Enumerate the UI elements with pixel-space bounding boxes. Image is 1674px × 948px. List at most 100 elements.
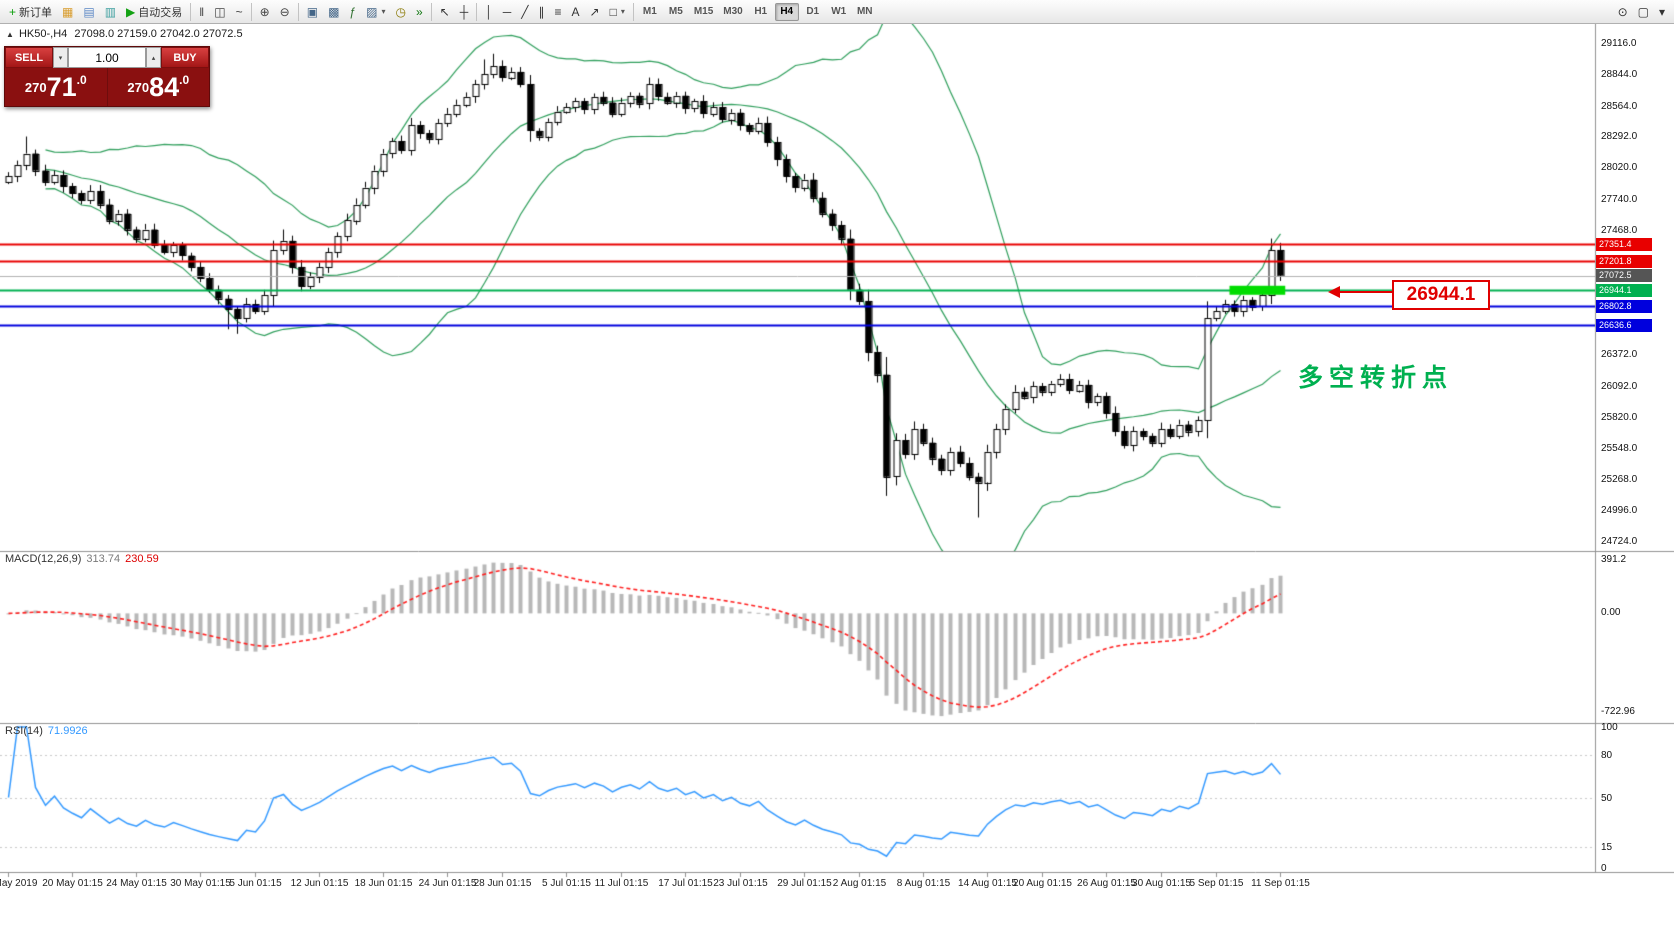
main-toolbar: + 新订单 ▦ ▤ ▥ ▶ 自动交易 ‖ ◫ ~ ⊕ ⊖ ▣ ▩ ƒ ▨ ▾ ◷» ↖ ┼ │ ─ ╱ ∥ ≡ A ↗ □ ▾ M1 M5 M… bbox=[0, 0, 1674, 24]
crosshair-button[interactable]: ┼ bbox=[455, 2, 474, 22]
chart-window-button[interactable]: ▢ bbox=[1633, 2, 1654, 22]
time-axis-label: 30 May 01:15 bbox=[170, 878, 231, 889]
line-chart-type-button[interactable]: ~ bbox=[231, 2, 248, 22]
rsi-axis-label: 50 bbox=[1601, 792, 1613, 804]
new-order-icon: + bbox=[9, 4, 17, 19]
price-axis-label: 28564.0 bbox=[1601, 100, 1638, 112]
indicators-button[interactable]: ƒ bbox=[344, 2, 361, 22]
zoom-out-button[interactable]: ⊖ bbox=[275, 2, 295, 22]
price-axis-label: 27740.0 bbox=[1601, 194, 1638, 206]
price-axis-label: 26092.0 bbox=[1601, 380, 1638, 392]
tile-windows-button[interactable]: ▣ bbox=[302, 2, 323, 22]
timeframe-button-M1[interactable]: M1 bbox=[638, 3, 662, 21]
time-axis-label: 28 Jun 01:15 bbox=[473, 878, 532, 889]
macd-name: MACD(12,26,9) bbox=[5, 553, 82, 565]
timeframe-button-H1[interactable]: H1 bbox=[749, 3, 773, 21]
callout-arrow-icon bbox=[1328, 286, 1340, 298]
trendline-button[interactable]: ╱ bbox=[516, 2, 533, 22]
trendline-icon: ╱ bbox=[521, 4, 529, 19]
buy-price-fr: .0 bbox=[179, 73, 190, 87]
trade-panel-controls: SELL ▾ ▴ BUY bbox=[5, 47, 209, 68]
zoom-in-button[interactable]: ⊕ bbox=[255, 2, 275, 22]
data-window-button[interactable]: ▥ bbox=[100, 2, 121, 22]
cursor-button[interactable]: ↖ bbox=[435, 2, 455, 22]
buy-button[interactable]: BUY bbox=[161, 47, 209, 68]
turning-point-label[interactable]: 多空转折点 bbox=[1298, 364, 1454, 392]
fibonacci-icon: ≡ bbox=[554, 4, 562, 19]
volume-input[interactable] bbox=[68, 47, 146, 68]
bar-chart-type-icon: ‖ bbox=[199, 4, 205, 19]
search-button[interactable]: ⊙ bbox=[1613, 2, 1633, 22]
vertical-line-button[interactable]: │ bbox=[480, 2, 498, 22]
chart-ohlc-values: 27098.0 27159.0 27042.0 27072.5 bbox=[74, 28, 243, 40]
timeframe-clock-button[interactable]: ◷ bbox=[390, 2, 410, 22]
auto-scroll-icon: » bbox=[415, 4, 423, 19]
time-axis-label: 8 Aug 01:15 bbox=[896, 878, 951, 889]
rsi-axis-label: 0 bbox=[1601, 863, 1607, 874]
fibonacci-button[interactable]: ≡ bbox=[549, 2, 566, 22]
time-axis-label: 2 Aug 01:15 bbox=[832, 878, 887, 889]
buy-price[interactable]: 270 84.0 bbox=[106, 68, 210, 106]
horizontal-line-button[interactable]: ─ bbox=[498, 2, 517, 22]
volume-increase-button[interactable]: ▴ bbox=[146, 47, 161, 68]
macd-axis-label: 391.2 bbox=[1601, 554, 1627, 565]
new-chart-button[interactable]: ▦ bbox=[57, 2, 78, 22]
price-tag: 27072.5 bbox=[1596, 269, 1652, 283]
price-callout-box[interactable]: 26944.1 bbox=[1392, 280, 1490, 310]
auto-scroll-button[interactable]: » bbox=[411, 2, 428, 22]
sell-price-sm: 270 bbox=[24, 79, 47, 95]
macd-axis-label: 0.00 bbox=[1601, 607, 1621, 619]
cascade-windows-button[interactable]: ▩ bbox=[323, 2, 344, 22]
arrow-tool-button[interactable]: ↗ bbox=[585, 2, 605, 22]
text-button[interactable]: A bbox=[566, 2, 584, 22]
new-order-button-label: 新订单 bbox=[19, 6, 53, 19]
autotrade-button[interactable]: ▶ 自动交易 bbox=[121, 2, 187, 22]
time-axis-label: 14 Aug 01:15 bbox=[958, 878, 1017, 889]
chevron-down-icon: ▾ bbox=[381, 7, 386, 16]
timeframe-button-H4[interactable]: H4 bbox=[774, 2, 799, 21]
timeframe-button-M30[interactable]: M30 bbox=[719, 3, 746, 21]
trade-panel-prices: 270 71.0 270 84.0 bbox=[5, 68, 209, 106]
timeframe-button-D1[interactable]: D1 bbox=[801, 3, 825, 21]
zoom-out-icon: ⊖ bbox=[279, 4, 290, 19]
cascade-windows-icon: ▩ bbox=[328, 4, 340, 19]
macd-value: 313.74 bbox=[86, 553, 121, 565]
shapes-button[interactable]: □ ▾ bbox=[605, 2, 630, 22]
price-tag: 27201.8 bbox=[1596, 254, 1652, 268]
chart-canvas[interactable] bbox=[0, 24, 1674, 948]
profiles-button[interactable]: ▤ bbox=[78, 2, 99, 22]
volume-decrease-button[interactable]: ▾ bbox=[53, 47, 68, 68]
bar-chart-type-button[interactable]: ‖ bbox=[194, 2, 209, 22]
data-window-icon: ▥ bbox=[104, 4, 117, 19]
horizontal-line-icon: ─ bbox=[502, 4, 512, 19]
time-axis-label: 18 Jun 01:15 bbox=[354, 878, 413, 889]
chart-symbol: HK50-,H4 bbox=[18, 28, 68, 40]
price-axis-label: 29116.0 bbox=[1601, 38, 1637, 49]
chevron-down-icon: ▾ bbox=[620, 7, 625, 16]
sell-price-fr: .0 bbox=[76, 73, 87, 87]
macd-indicator-label: MACD(12,26,9) 313.74 230.59 bbox=[5, 553, 164, 565]
new-order-button[interactable]: + 新订单 bbox=[4, 2, 57, 22]
timeframe-clock-icon: ◷ bbox=[395, 4, 406, 19]
macd-signal-value: 230.59 bbox=[125, 553, 159, 565]
timeframe-button-M5[interactable]: M5 bbox=[664, 3, 688, 21]
sell-button[interactable]: SELL bbox=[5, 47, 53, 68]
candlestick-type-button[interactable]: ◫ bbox=[209, 2, 230, 22]
templates-button[interactable]: ▨ ▾ bbox=[361, 2, 390, 22]
sell-price[interactable]: 270 71.0 bbox=[5, 68, 107, 106]
timeframe-button-MN[interactable]: MN bbox=[853, 3, 877, 21]
time-axis-label: 29 Jul 01:15 bbox=[777, 878, 832, 889]
timeframe-button-M15[interactable]: M15 bbox=[690, 3, 717, 21]
price-axis-label: 24724.0 bbox=[1601, 536, 1638, 547]
price-axis-label: 27468.0 bbox=[1601, 224, 1638, 236]
timeframe-button-W1[interactable]: W1 bbox=[827, 3, 851, 21]
time-axis-label: 20 May 01:15 bbox=[42, 878, 103, 889]
crosshair-icon: ┼ bbox=[459, 4, 469, 19]
rsi-axis-label: 80 bbox=[1601, 750, 1613, 762]
price-axis-label: 26372.0 bbox=[1601, 349, 1638, 361]
vertical-line-icon: │ bbox=[485, 4, 493, 19]
channel-button[interactable]: ∥ bbox=[533, 2, 549, 22]
toolbar-options-button[interactable]: ▾ bbox=[1654, 2, 1670, 22]
rsi-indicator-label: RSI(14) 71.9926 bbox=[5, 725, 93, 737]
buy-price-sm: 270 bbox=[127, 79, 150, 95]
